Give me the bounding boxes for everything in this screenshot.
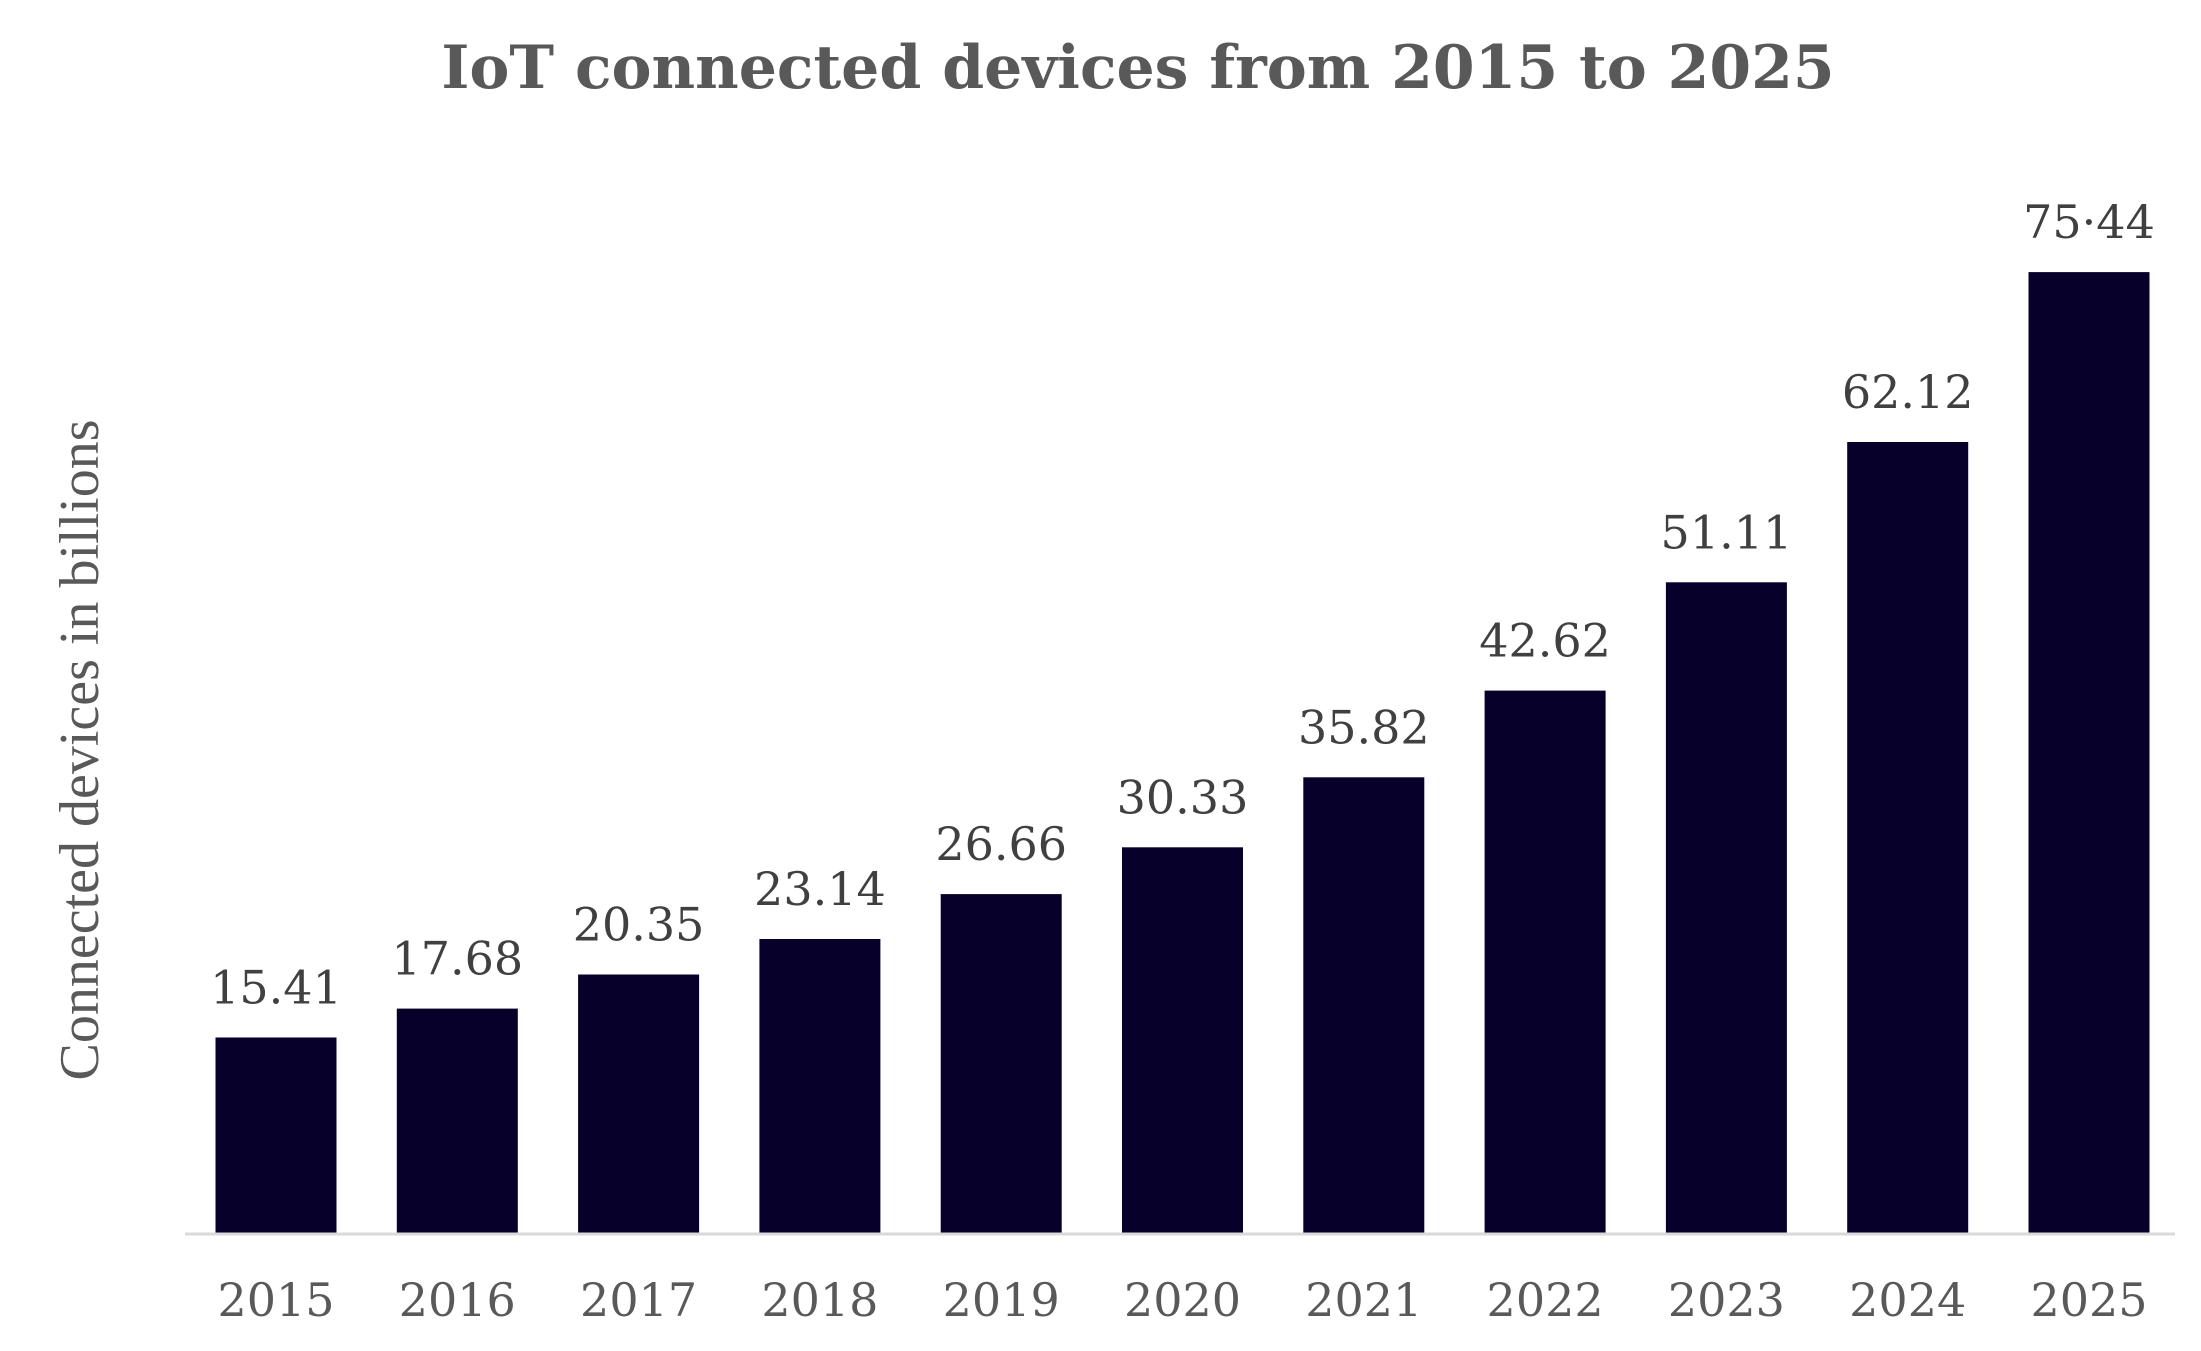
value-label-2024: 62.12 [1842, 365, 1974, 419]
bars-group [215, 272, 2150, 1235]
value-label-2020: 30.33 [1117, 770, 1249, 824]
value-label-2022: 42.62 [1479, 614, 1611, 668]
bar-2016 [396, 1008, 518, 1234]
x-tick-label-2015: 2015 [217, 1273, 334, 1327]
x-tick-label-2021: 2021 [1305, 1273, 1422, 1327]
value-label-2015: 15.41 [210, 961, 342, 1015]
y-axis-title: Connected devices in billions [49, 420, 111, 1081]
x-tick-label-2024: 2024 [1849, 1273, 1966, 1327]
bar-2020 [1122, 847, 1243, 1234]
value-label-2017: 20.35 [573, 898, 705, 952]
bar-2024 [1847, 442, 1969, 1234]
value-label-2023: 51.11 [1661, 505, 1793, 559]
x-tick-label-2025: 2025 [2030, 1273, 2147, 1327]
value-labels-group: 15.41 17.68 20.35 23.14 26.66 30.33 35.82 42.62… [210, 195, 2155, 1014]
bar-2017 [578, 974, 700, 1234]
x-tick-label-2020: 2020 [1124, 1273, 1241, 1327]
value-label-2019: 26.66 [935, 817, 1067, 871]
bar-2022 [1484, 690, 1606, 1234]
value-label-2018: 23.14 [754, 862, 886, 916]
bar-2019 [940, 894, 1062, 1234]
bar-2018 [759, 939, 881, 1234]
value-label-2025: 75·44 [2023, 195, 2155, 249]
bar-2025 [2028, 272, 2150, 1235]
x-tick-label-2016: 2016 [399, 1273, 516, 1327]
bar-2023 [1665, 582, 1787, 1234]
x-tick-label-2019: 2019 [943, 1273, 1060, 1327]
x-tick-label-2022: 2022 [1487, 1273, 1604, 1327]
chart-title: IoT connected devices from 2015 to 2025 [441, 33, 1834, 103]
bar-2021 [1303, 777, 1425, 1234]
x-tick-label-2018: 2018 [761, 1273, 878, 1327]
x-tick-label-2017: 2017 [580, 1273, 697, 1327]
value-label-2016: 17.68 [391, 932, 523, 986]
x-tick-labels-group: 2015 2016 2017 2018 2019 2020 2021 2022 2023 2024… [217, 1273, 2147, 1327]
value-label-2021: 35.82 [1298, 700, 1430, 754]
bar-2015 [215, 1037, 337, 1234]
x-tick-label-2023: 2023 [1668, 1273, 1785, 1327]
